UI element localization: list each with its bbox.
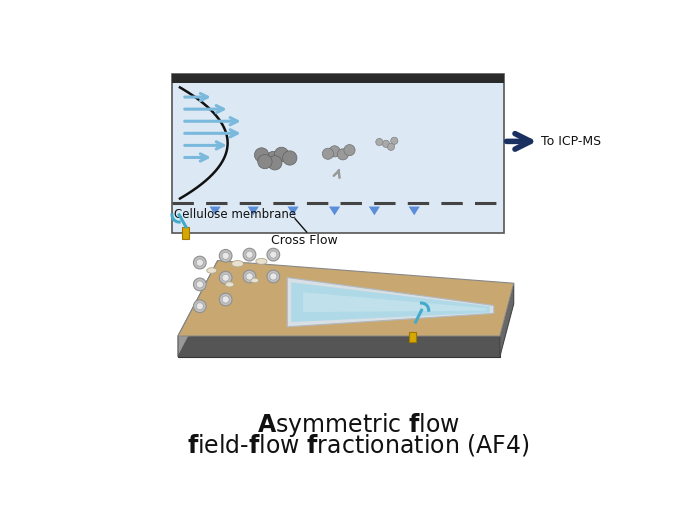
- Polygon shape: [178, 336, 500, 357]
- Circle shape: [270, 273, 277, 280]
- Circle shape: [243, 248, 256, 261]
- Bar: [172, 74, 504, 83]
- Circle shape: [344, 144, 355, 156]
- Circle shape: [376, 138, 383, 146]
- Bar: [172, 74, 504, 233]
- Circle shape: [243, 270, 256, 283]
- Circle shape: [266, 151, 280, 166]
- Circle shape: [246, 251, 253, 258]
- Text: $\mathbf{A}$symmetric $\mathbf{f}$low: $\mathbf{A}$symmetric $\mathbf{f}$low: [258, 411, 460, 440]
- Circle shape: [382, 140, 390, 148]
- Polygon shape: [178, 261, 514, 336]
- Circle shape: [283, 151, 297, 165]
- Circle shape: [196, 259, 204, 266]
- Circle shape: [254, 148, 269, 162]
- Circle shape: [219, 249, 232, 262]
- Circle shape: [196, 281, 204, 288]
- Circle shape: [270, 251, 277, 258]
- Circle shape: [246, 273, 253, 280]
- Circle shape: [391, 137, 398, 144]
- Polygon shape: [178, 261, 218, 357]
- Bar: [410, 332, 416, 342]
- Polygon shape: [209, 206, 220, 215]
- Polygon shape: [500, 283, 514, 357]
- Circle shape: [337, 149, 349, 160]
- Circle shape: [219, 293, 232, 306]
- Text: To ICP-MS: To ICP-MS: [540, 135, 601, 148]
- Bar: [182, 227, 190, 239]
- Ellipse shape: [225, 282, 234, 287]
- Polygon shape: [303, 293, 486, 312]
- Ellipse shape: [256, 259, 267, 264]
- Circle shape: [274, 147, 288, 162]
- Circle shape: [267, 248, 280, 261]
- Circle shape: [267, 270, 280, 283]
- Text: $\mathbf{f}$ield-$\mathbf{f}$low $\mathbf{f}$ractionation (AF4): $\mathbf{f}$ield-$\mathbf{f}$low $\mathb…: [188, 432, 530, 458]
- Circle shape: [267, 156, 282, 170]
- Circle shape: [387, 143, 395, 151]
- Text: Cellulose membrane: Cellulose membrane: [174, 208, 296, 221]
- Ellipse shape: [232, 261, 244, 267]
- Ellipse shape: [251, 278, 258, 283]
- Text: Cross Flow: Cross Flow: [272, 234, 338, 247]
- Polygon shape: [409, 206, 420, 215]
- Circle shape: [222, 296, 229, 303]
- Circle shape: [222, 274, 229, 281]
- Circle shape: [193, 300, 206, 313]
- Polygon shape: [329, 206, 340, 215]
- Circle shape: [323, 148, 333, 159]
- Circle shape: [219, 271, 232, 284]
- Polygon shape: [288, 206, 299, 215]
- Circle shape: [222, 252, 229, 260]
- Polygon shape: [287, 278, 494, 327]
- Polygon shape: [248, 206, 259, 215]
- Circle shape: [196, 303, 204, 310]
- Circle shape: [193, 256, 206, 269]
- Polygon shape: [291, 282, 490, 322]
- Ellipse shape: [206, 268, 217, 273]
- Circle shape: [258, 154, 272, 169]
- Circle shape: [193, 278, 206, 291]
- Polygon shape: [369, 206, 380, 215]
- Circle shape: [329, 146, 340, 157]
